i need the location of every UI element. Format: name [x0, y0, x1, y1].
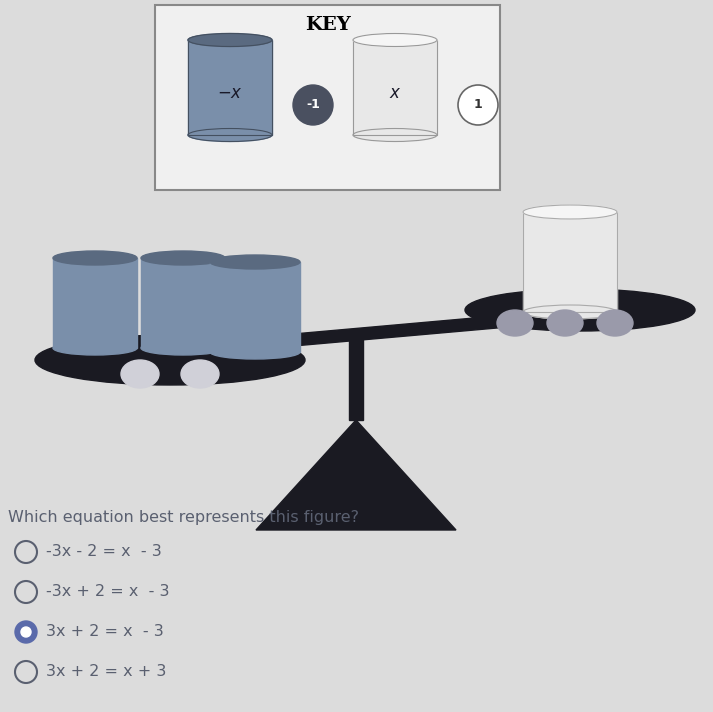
Text: KEY: KEY [304, 16, 350, 34]
Text: $-x$: $-x$ [217, 83, 243, 102]
Ellipse shape [210, 255, 300, 269]
Ellipse shape [353, 33, 437, 46]
FancyBboxPatch shape [155, 5, 500, 190]
Ellipse shape [523, 205, 617, 219]
Bar [53, 258, 137, 348]
Ellipse shape [53, 341, 137, 355]
Circle shape [458, 85, 498, 125]
Ellipse shape [141, 251, 225, 265]
Bar [141, 258, 225, 348]
Ellipse shape [547, 310, 583, 336]
Ellipse shape [35, 335, 305, 385]
Text: -3x - 2 = x  - 3: -3x - 2 = x - 3 [46, 545, 162, 560]
Circle shape [293, 85, 333, 125]
Bar [523, 212, 617, 312]
Ellipse shape [597, 310, 633, 336]
Bar [349, 333, 363, 420]
Text: 3x + 2 = x  - 3: 3x + 2 = x - 3 [46, 624, 164, 639]
Bar [353, 40, 437, 135]
Text: -1: -1 [306, 98, 320, 112]
Bar [188, 40, 272, 135]
Ellipse shape [188, 128, 272, 142]
Bar [188, 40, 272, 135]
Ellipse shape [141, 341, 225, 355]
Polygon shape [90, 302, 655, 364]
Text: -3x + 2 = x  - 3: -3x + 2 = x - 3 [46, 585, 170, 600]
Polygon shape [256, 420, 456, 530]
Text: Which equation best represents this figure?: Which equation best represents this figu… [8, 510, 359, 525]
Ellipse shape [53, 251, 137, 265]
Circle shape [15, 621, 37, 643]
Bar [523, 212, 617, 312]
Bar [353, 40, 437, 135]
Text: 3x + 2 = x + 3: 3x + 2 = x + 3 [46, 664, 166, 679]
Ellipse shape [353, 128, 437, 142]
Ellipse shape [181, 360, 219, 388]
Text: $x$: $x$ [389, 83, 401, 102]
Ellipse shape [210, 345, 300, 359]
Ellipse shape [121, 360, 159, 388]
Text: 1: 1 [473, 98, 483, 112]
Ellipse shape [523, 305, 617, 319]
Ellipse shape [497, 310, 533, 336]
Bar [210, 262, 300, 352]
Ellipse shape [188, 33, 272, 46]
Ellipse shape [465, 289, 695, 331]
Circle shape [21, 627, 31, 637]
